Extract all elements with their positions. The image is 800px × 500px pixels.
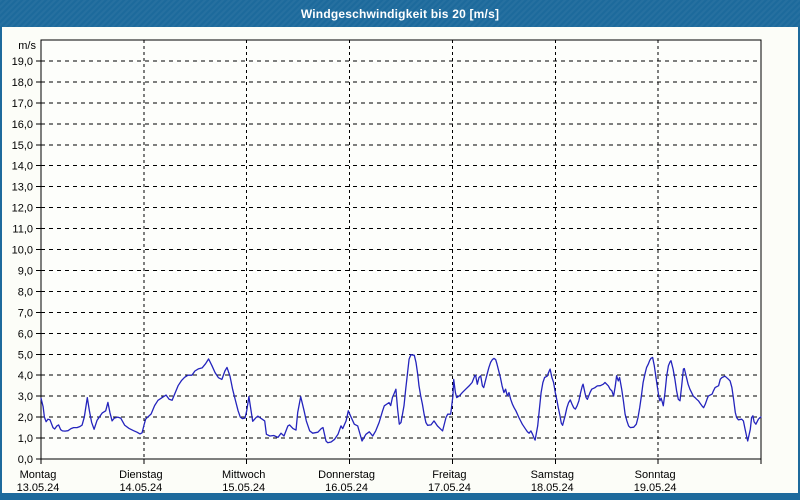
y-tick-label: 13,0 bbox=[12, 182, 33, 194]
day-label: Sonntag bbox=[635, 469, 676, 481]
y-tick-label: 16,0 bbox=[12, 119, 33, 131]
window-title: Windgeschwindigkeit bis 20 [m/s] bbox=[300, 6, 500, 21]
day-label: Mittwoch bbox=[222, 469, 265, 481]
date-label: 13.05.24 bbox=[17, 482, 60, 494]
date-label: 19.05.24 bbox=[634, 482, 677, 494]
date-label: 17.05.24 bbox=[428, 482, 471, 494]
y-tick-label: 17,0 bbox=[12, 98, 33, 110]
y-tick-label: 3,0 bbox=[18, 391, 33, 403]
y-tick-label: 2,0 bbox=[18, 412, 33, 424]
title-bar: Windgeschwindigkeit bis 20 [m/s] bbox=[0, 0, 800, 27]
left-frame-border bbox=[0, 27, 2, 493]
date-label: 15.05.24 bbox=[222, 482, 265, 494]
right-frame-border bbox=[798, 27, 800, 493]
y-tick-label: 7,0 bbox=[18, 307, 33, 319]
date-label: 14.05.24 bbox=[119, 482, 162, 494]
y-tick-label: 9,0 bbox=[18, 265, 33, 277]
date-label: 16.05.24 bbox=[325, 482, 368, 494]
y-tick-label: 4,0 bbox=[18, 370, 33, 382]
y-tick-label: 18,0 bbox=[12, 77, 33, 89]
wind-speed-line bbox=[40, 354, 762, 444]
y-tick-label: 5,0 bbox=[18, 349, 33, 361]
day-label: Montag bbox=[20, 469, 57, 481]
y-tick-label: 0,0 bbox=[18, 454, 33, 466]
bottom-frame-bar bbox=[0, 493, 800, 500]
y-axis-unit-label: m/s bbox=[18, 40, 36, 52]
y-tick-label: 19,0 bbox=[12, 56, 33, 68]
y-tick-label: 12,0 bbox=[12, 203, 33, 215]
day-label: Dienstag bbox=[119, 469, 162, 481]
y-tick-label: 6,0 bbox=[18, 328, 33, 340]
y-tick-label: 10,0 bbox=[12, 245, 33, 257]
y-tick-label: 11,0 bbox=[12, 224, 33, 236]
day-label: Freitag bbox=[432, 469, 466, 481]
day-label: Donnerstag bbox=[318, 469, 375, 481]
y-tick-label: 1,0 bbox=[18, 433, 33, 445]
date-label: 18.05.24 bbox=[531, 482, 574, 494]
y-tick-label: 15,0 bbox=[12, 140, 33, 152]
day-label: Samstag bbox=[531, 469, 574, 481]
y-tick-label: 8,0 bbox=[18, 286, 33, 298]
y-tick-label: 14,0 bbox=[12, 161, 33, 173]
